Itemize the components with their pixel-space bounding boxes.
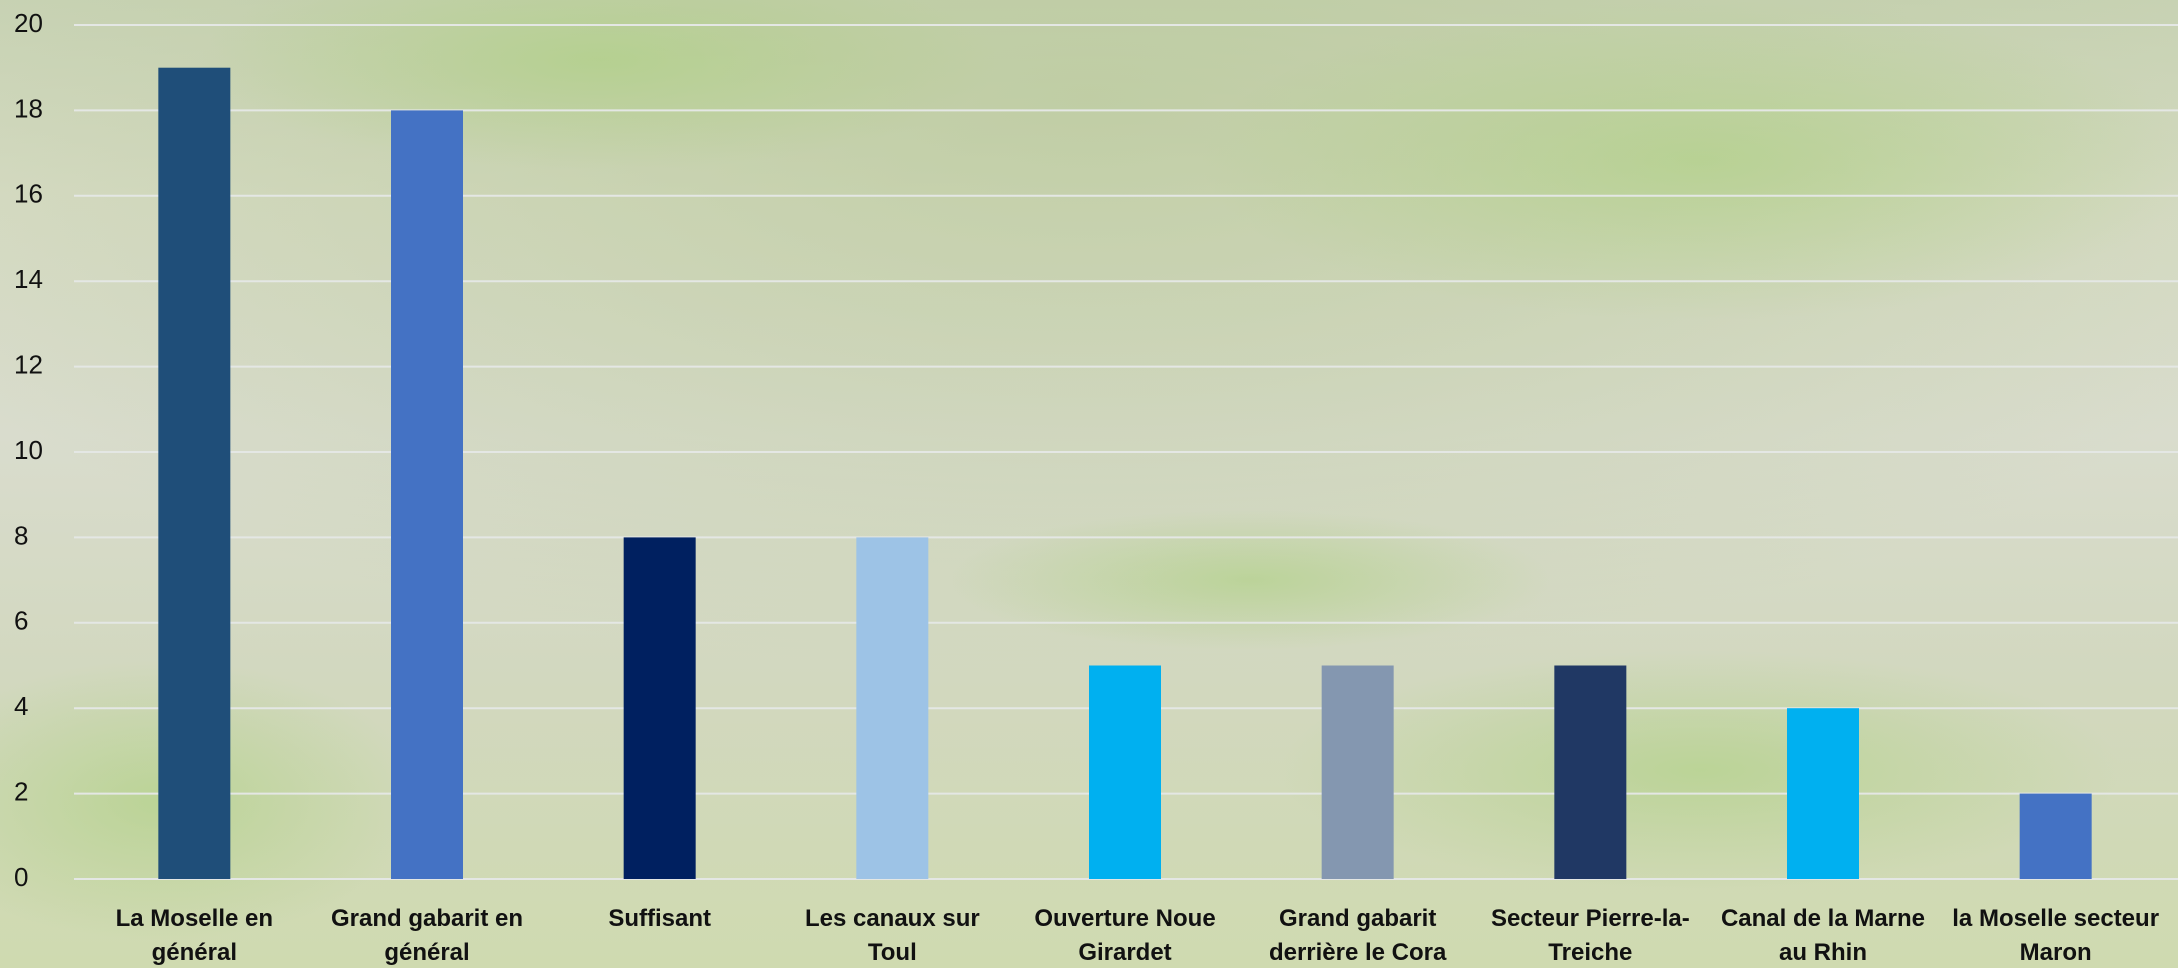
bar [2019, 793, 2092, 879]
x-tick-label: Les canaux sur Toul [804, 905, 980, 966]
x-tick-label: Secteur Pierre-la-Treiche [1490, 905, 1690, 966]
bar [1321, 665, 1394, 879]
x-tick-label: Grand gabarit derrière le Cora [1268, 905, 1447, 966]
x-tick-label: Ouverture Noue Girardet [1034, 905, 1216, 966]
bar [856, 537, 929, 879]
y-tick-label: 16 [14, 179, 43, 209]
background-foliage [1200, 0, 2178, 320]
x-tick-label: Canal de la Marne au Rhin [1720, 905, 1926, 966]
background-foliage [950, 510, 1550, 650]
bar [1089, 665, 1161, 879]
bar [623, 537, 696, 879]
x-tick-label: la Moselle secteur Maron [1952, 905, 2160, 966]
x-tick-label: Grand gabarit en général [330, 905, 524, 966]
y-tick-label: 14 [14, 264, 43, 294]
bars [158, 67, 2092, 879]
background-foliage [1280, 650, 2120, 890]
bar [1787, 708, 1859, 879]
bar [158, 67, 231, 879]
y-tick-label: 0 [14, 862, 28, 892]
y-tick-label: 12 [14, 349, 43, 379]
y-tick-label: 10 [14, 435, 43, 465]
y-tick-label: 18 [14, 93, 43, 123]
y-tick-label: 8 [14, 520, 28, 550]
x-tick-label: Suffisant [608, 905, 711, 932]
bar [391, 110, 463, 879]
y-tick-label: 4 [14, 691, 28, 721]
bar [1554, 665, 1627, 879]
y-tick-label: 20 [14, 8, 43, 38]
y-tick-label: 2 [14, 776, 28, 806]
x-tick-label: La Moselle en général [115, 905, 274, 966]
y-tick-label: 6 [14, 606, 28, 636]
